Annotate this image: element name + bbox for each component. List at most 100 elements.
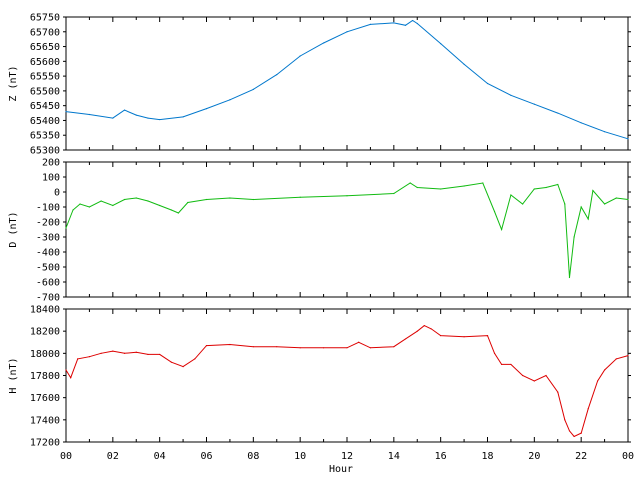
panel-h-data-point (182, 366, 184, 368)
panel-h-data-point (486, 335, 489, 337)
panel-h-data-point (545, 374, 547, 377)
panel-z-data-point (135, 114, 137, 116)
panel-z-data-point (112, 117, 114, 119)
panel-h-data-point (229, 343, 231, 346)
panel-z-ytick-label: 65300 (30, 146, 60, 157)
panel-d-data-point (229, 197, 231, 199)
panel-z-data-point (346, 31, 348, 33)
panel-h-data-point (123, 352, 126, 354)
panel-d-data-point (205, 198, 208, 201)
panel-h-data-point (70, 377, 72, 379)
panel-d-data-point (615, 197, 617, 199)
panel-h-data-point (135, 351, 137, 353)
panel-d-series-line (65, 182, 629, 278)
x-tick-label: 06 (200, 451, 212, 462)
panel-d-data-point (159, 204, 161, 207)
panel-d-data-point (568, 276, 571, 279)
panel-h-data-point (393, 346, 395, 348)
panel-h-data-point (159, 353, 161, 356)
x-tick-label: 10 (294, 451, 306, 462)
panel-z-data-point (252, 88, 254, 91)
panel-z: 65300 65350 65400 65450 65500 65550 65600 65650… (8, 13, 631, 157)
panel-d-data-point (416, 186, 418, 189)
panel-h-data-point (568, 430, 571, 432)
panel-z-data-point (229, 99, 231, 101)
panel-z-data-point (557, 112, 559, 114)
panel-z-ylabel: Z (nT) (8, 65, 19, 101)
panel-d-data-point (252, 198, 254, 201)
panel-d-ytick-label: -300 (36, 233, 60, 244)
panel-h-ytick-label: 18400 (30, 305, 60, 316)
panel-h-data-point (252, 346, 254, 348)
panel-h-data-point (603, 369, 606, 371)
panel-d-data-point (592, 189, 594, 192)
panel-d-data-point (187, 201, 189, 204)
panel-z-data-point (486, 82, 489, 85)
panel-d-data-point (510, 194, 512, 196)
panel-z-data-point (580, 122, 582, 124)
panel-d-data-point (603, 203, 606, 205)
panel-d-ytick-label: 100 (42, 173, 60, 184)
panel-h-data-point (170, 361, 172, 363)
panel-d-data-point (545, 186, 547, 189)
x-tick-label: 22 (575, 451, 587, 462)
panel-h-data-point (404, 338, 407, 340)
panel-d-data-point (557, 183, 559, 186)
panel-z-frame (65, 16, 629, 151)
panel-d-data-point (587, 218, 589, 220)
x-tick-label: 20 (528, 451, 540, 462)
panel-z-ytick-label: 65650 (30, 42, 60, 53)
panel-h-data-point (322, 347, 325, 349)
panel-h-data-point (500, 363, 503, 366)
panel-h-series-line (65, 325, 629, 438)
x-tick-label: 16 (435, 451, 447, 462)
panel-d-data-point (393, 192, 395, 195)
panel-h-data-point (299, 347, 301, 349)
panel-z-data-point (369, 23, 372, 25)
panel-d-data-point (463, 185, 465, 187)
panel-d-data-point (580, 206, 582, 208)
panel-h-ylabel: H (nT) (8, 357, 19, 393)
panel-z-data-point (65, 110, 67, 113)
panel-z-ytick-label: 65600 (30, 57, 60, 68)
panel-d-data-point (123, 198, 126, 201)
panel-z-ytick-label: 65400 (30, 116, 60, 127)
panel-z-data-point (533, 103, 535, 105)
x-tick-label: 00 (622, 451, 634, 462)
panel-d-ytick-label: 0 (54, 188, 60, 199)
panel-h-data-point (423, 325, 425, 327)
panel-d: -700 -600 -500 -400 -300 -200 -100 0 100 200 D (nT… (8, 158, 631, 304)
panel-z-data-point (205, 108, 208, 110)
panel-z-ytick-label: 65750 (30, 13, 60, 24)
panel-h-data-point (205, 344, 208, 347)
panel-d-data-point (500, 228, 503, 231)
panel-h-ytick-label: 17800 (30, 371, 60, 382)
panel-z-data-point (440, 43, 442, 45)
panel-d-data-point (170, 209, 172, 211)
panel-h-data-point (430, 328, 432, 330)
panel-d-data-point (65, 227, 67, 229)
panel-h-data-point (65, 369, 67, 371)
panel-h-ytick-label: 18000 (30, 349, 60, 360)
panel-d-data-point (533, 188, 535, 190)
panel-d-data-point (564, 203, 566, 205)
panel-d-data-point (627, 198, 629, 201)
panel-z-data-point (123, 109, 126, 111)
panel-z-ytick-label: 65450 (30, 101, 60, 112)
panel-z-ytick-label: 65350 (30, 131, 60, 142)
panel-d-ytick-label: -700 (36, 293, 60, 304)
panel-h-data-point (596, 380, 599, 382)
panel-d-ytick-label: 200 (42, 158, 60, 169)
panel-z-data-point (411, 19, 414, 22)
x-tick-label: 14 (388, 451, 400, 462)
panel-z-data-point (159, 118, 161, 121)
panel-z-data-point (276, 74, 278, 76)
panel-h: 17200 17400 17600 17800 18000 18200 18400 H (nT… (8, 305, 634, 476)
panel-z-data-point (393, 22, 395, 24)
panel-h-data-point (147, 353, 149, 356)
panel-h-data-point (564, 419, 566, 421)
panel-d-data-point (493, 210, 496, 213)
panel-d-data-point (72, 209, 74, 211)
panel-d-ytick-label: -400 (36, 248, 60, 259)
panel-d-data-point (440, 188, 442, 190)
